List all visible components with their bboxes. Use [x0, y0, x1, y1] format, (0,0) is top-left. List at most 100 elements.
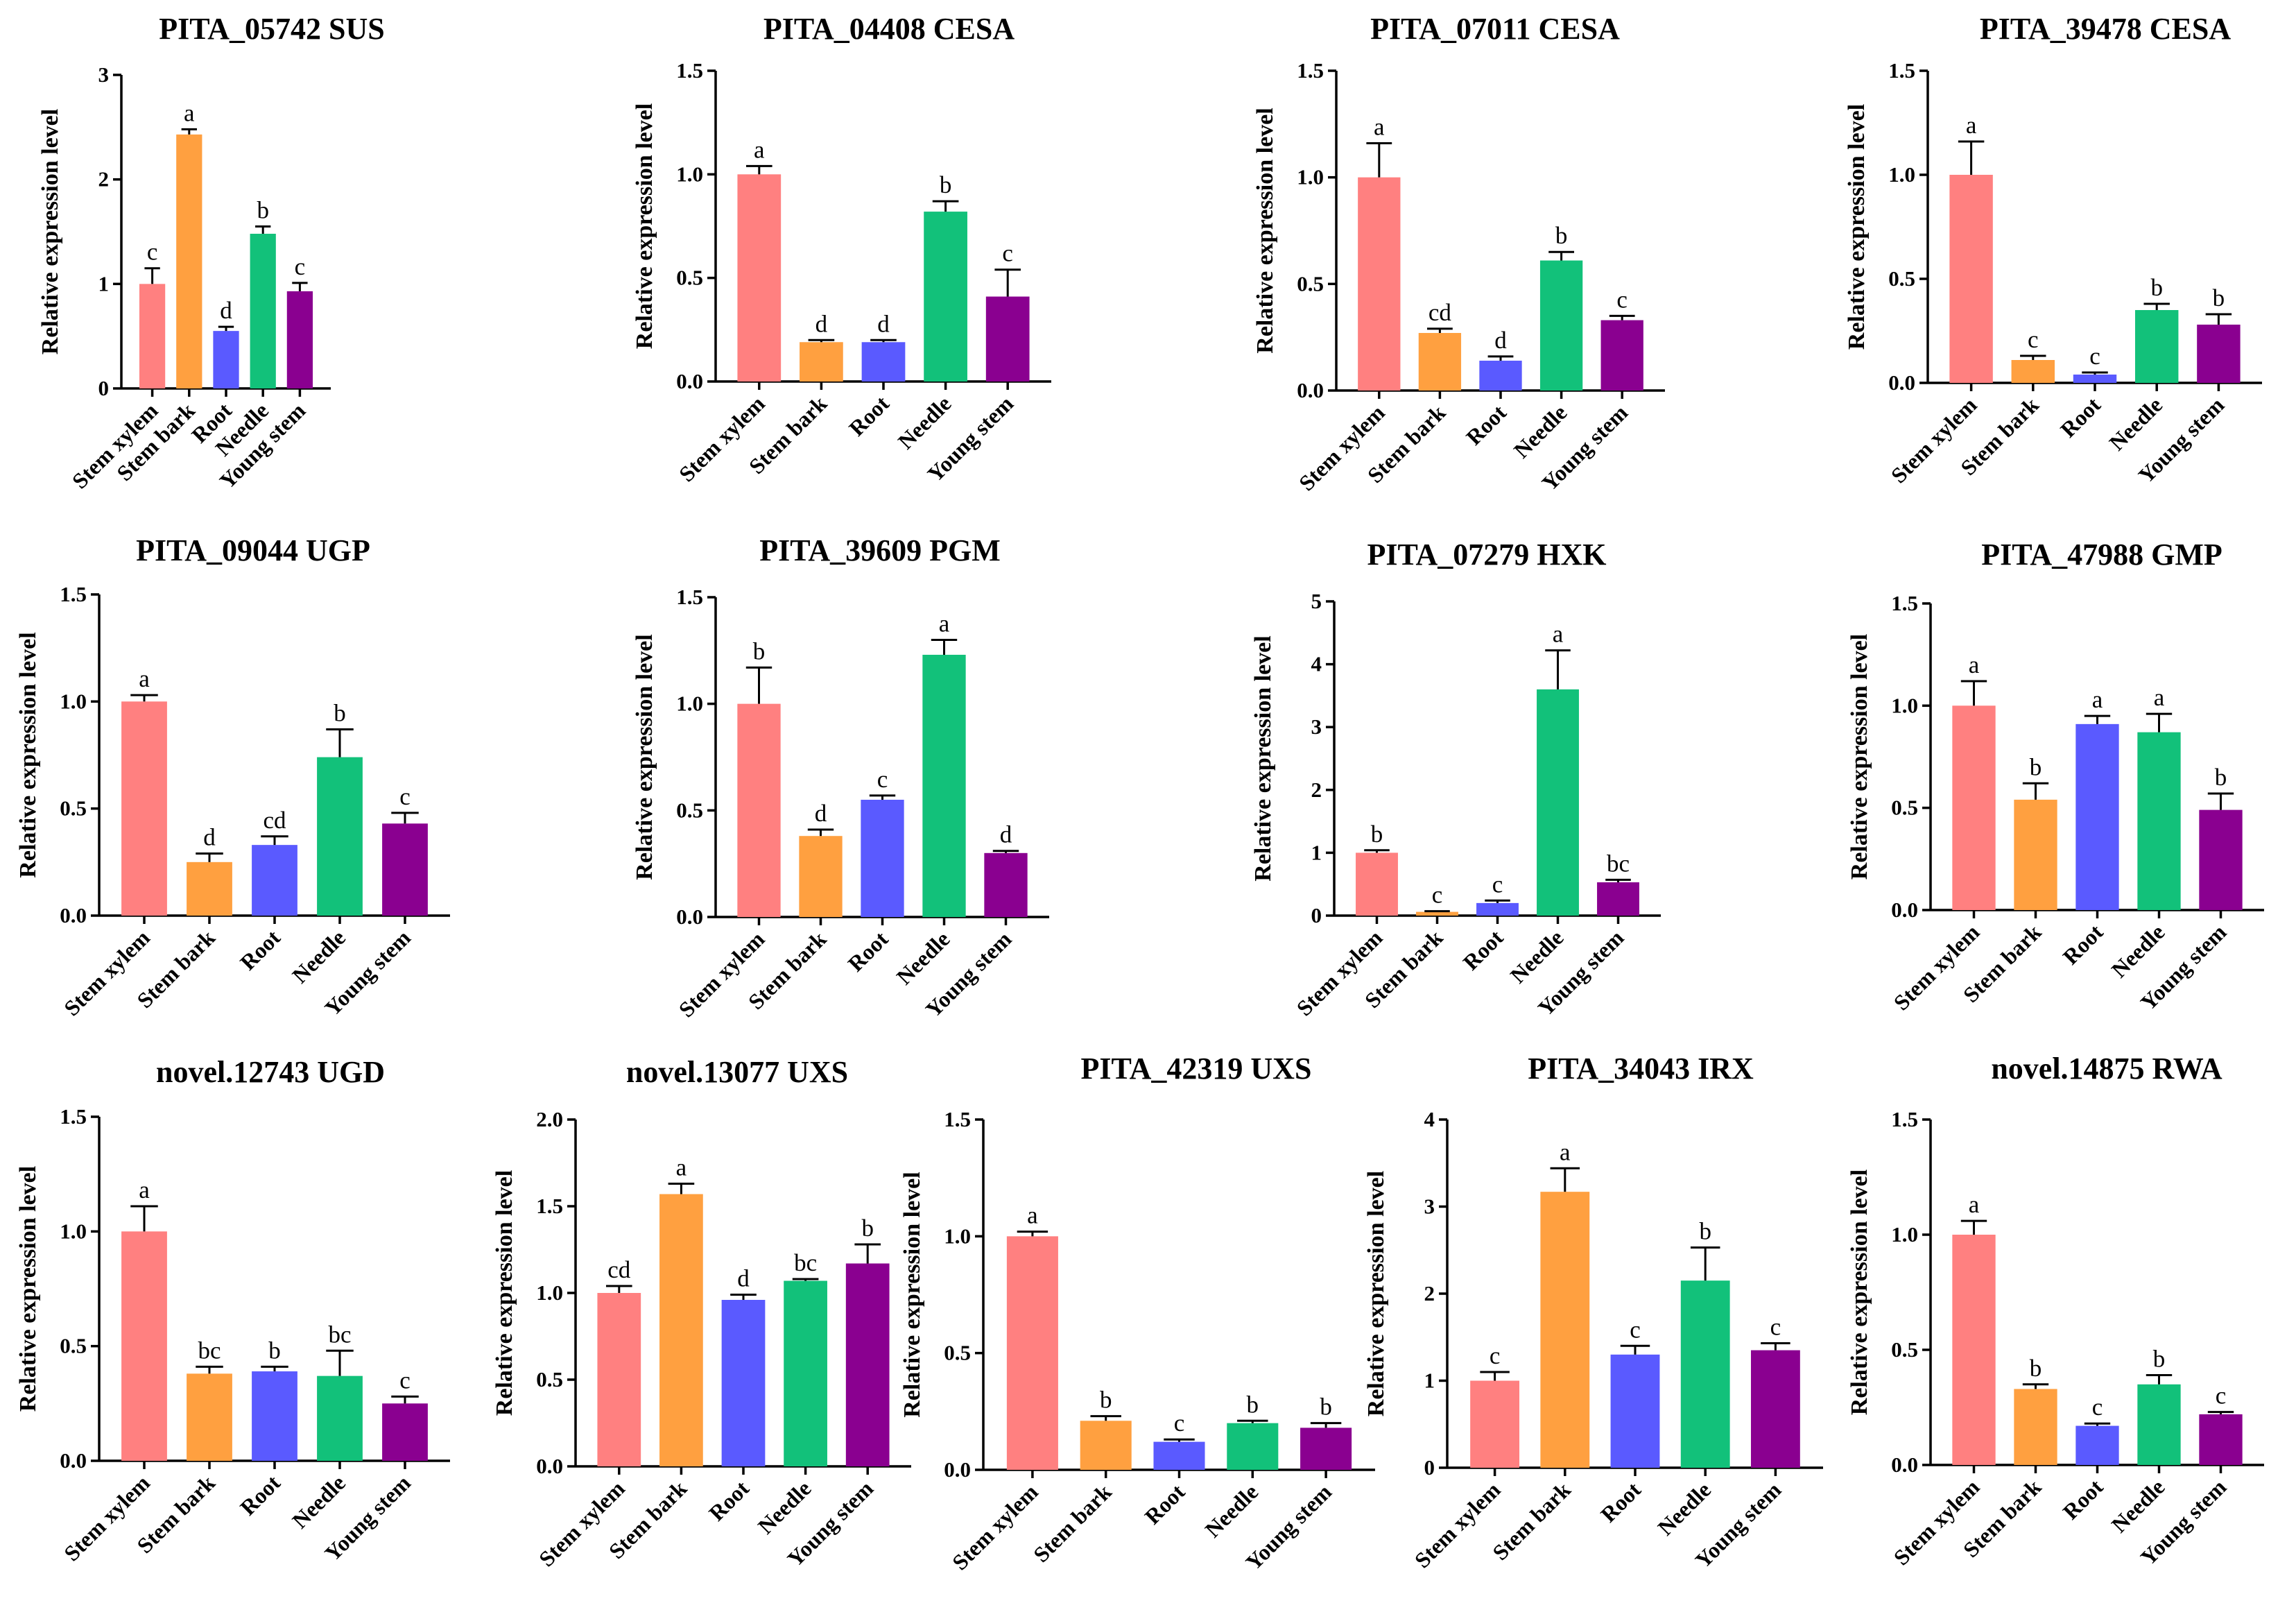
y-tick-label: 0.0: [1297, 378, 1324, 402]
y-tick-label: 0.0: [676, 905, 703, 929]
chart-title: novel.13077 UXS: [626, 1055, 848, 1089]
y-tick-label: 2: [1311, 778, 1322, 802]
y-tick-label: 0.5: [60, 1334, 87, 1358]
significance-letter: bc: [328, 1321, 351, 1348]
significance-letter: b: [334, 699, 346, 726]
bar: [800, 342, 843, 382]
bar: [382, 823, 428, 916]
y-tick-label: 2: [98, 167, 110, 191]
y-tick-label: 0.5: [676, 798, 703, 822]
y-tick-label: 1.5: [944, 1107, 971, 1131]
bar: [861, 799, 904, 917]
significance-letter: b: [1371, 821, 1383, 848]
chart-panel: PITA_07279 HXK Relative expression level 0…: [1250, 538, 1661, 1020]
bar: [1227, 1423, 1279, 1470]
bar: [1470, 1380, 1520, 1468]
y-tick-label: 0.0: [60, 903, 87, 927]
bar: [922, 654, 966, 917]
bar: [1680, 1280, 1730, 1468]
y-tick-label: 1.5: [1891, 1107, 1918, 1131]
y-tick-label: 0: [98, 376, 110, 400]
bar: [1418, 333, 1462, 391]
significance-letter: a: [139, 665, 150, 692]
x-tick-label: Stem xylem: [59, 1470, 155, 1566]
y-tick-label: 1.0: [1297, 165, 1324, 189]
significance-letter: bc: [794, 1249, 817, 1276]
chart-panel: novel.14875 RWA Relative expression level…: [1847, 1052, 2264, 1570]
chart-title: novel.12743 UGD: [156, 1055, 385, 1089]
significance-letter: b: [2215, 764, 2227, 791]
x-tick-label: Needle: [1652, 1477, 1716, 1540]
significance-letter: d: [737, 1265, 750, 1292]
y-axis-label: Relative expression level: [37, 109, 63, 354]
bar: [250, 234, 276, 388]
bar: [845, 1263, 890, 1466]
x-tick-label: Root: [2055, 392, 2105, 442]
y-tick-label: 3: [98, 62, 110, 87]
significance-letter: c: [2216, 1382, 2227, 1409]
significance-letter: bc: [198, 1337, 221, 1364]
bar: [121, 701, 167, 916]
y-tick-label: 0.5: [60, 796, 87, 821]
bar: [317, 757, 363, 916]
bar: [1600, 320, 1643, 391]
significance-letter: cd: [607, 1256, 631, 1283]
bar: [1153, 1441, 1205, 1470]
significance-letter: a: [1966, 112, 1977, 139]
chart-title: novel.14875 RWA: [1991, 1052, 2222, 1086]
significance-letter: b: [753, 637, 766, 665]
bar: [985, 296, 1030, 382]
significance-letter: d: [877, 310, 890, 337]
bar: [1540, 1192, 1590, 1468]
y-tick-label: 1.5: [676, 585, 703, 609]
y-tick-label: 3: [1424, 1194, 1435, 1219]
significance-letter: c: [2089, 343, 2100, 370]
significance-letter: b: [1247, 1391, 1259, 1418]
x-tick-label: Root: [235, 925, 285, 975]
y-tick-label: 1.0: [676, 162, 703, 186]
significance-letter: bc: [1607, 850, 1630, 877]
chart-panel: PITA_04408 CESA Relative expression level…: [632, 12, 1051, 486]
bar: [2075, 1425, 2119, 1465]
significance-letter: d: [1494, 327, 1507, 354]
y-tick-label: 0: [1311, 903, 1322, 927]
significance-letter: d: [203, 823, 216, 850]
significance-letter: c: [1432, 882, 1443, 909]
y-tick-label: 0.0: [60, 1448, 87, 1473]
bar: [187, 1373, 232, 1461]
bar: [2014, 799, 2057, 910]
significance-letter: c: [1002, 240, 1013, 267]
bar: [2075, 723, 2119, 910]
y-tick-label: 2: [1424, 1281, 1435, 1305]
y-tick-label: 1.0: [60, 689, 87, 713]
x-tick-label: Root: [704, 1475, 754, 1525]
bar: [213, 331, 239, 388]
significance-letter: a: [1374, 113, 1385, 140]
y-tick-label: 0.5: [1297, 271, 1324, 295]
y-tick-label: 0.0: [1891, 1452, 1918, 1477]
bar: [2011, 360, 2055, 383]
bar: [1416, 911, 1458, 916]
significance-letter: a: [1553, 621, 1564, 648]
significance-letter: d: [220, 297, 232, 324]
significance-letter: c: [877, 766, 888, 793]
y-tick-label: 0.0: [676, 369, 703, 393]
x-tick-label: Needle: [1200, 1479, 1263, 1542]
chart-panel: PITA_39478 CESA Relative expression level…: [1844, 12, 2262, 488]
significance-letter: a: [754, 136, 765, 163]
significance-letter: cd: [1428, 299, 1452, 326]
y-axis-label: Relative expression level: [899, 1172, 925, 1417]
bar: [784, 1280, 827, 1466]
y-axis-label: Relative expression level: [632, 634, 657, 880]
bar: [139, 284, 166, 388]
chart-panel: PITA_42319 UXS Relative expression level 0…: [899, 1052, 1375, 1575]
x-tick-label: Root: [1458, 925, 1508, 975]
bar: [799, 836, 843, 917]
significance-letter: a: [676, 1154, 687, 1181]
chart-title: PITA_47988 GMP: [1981, 538, 2222, 572]
chart-title: PITA_09044 UGP: [136, 533, 370, 567]
significance-letter: b: [2030, 1355, 2042, 1382]
x-tick-label: Needle: [287, 925, 350, 988]
bar: [1356, 852, 1398, 916]
